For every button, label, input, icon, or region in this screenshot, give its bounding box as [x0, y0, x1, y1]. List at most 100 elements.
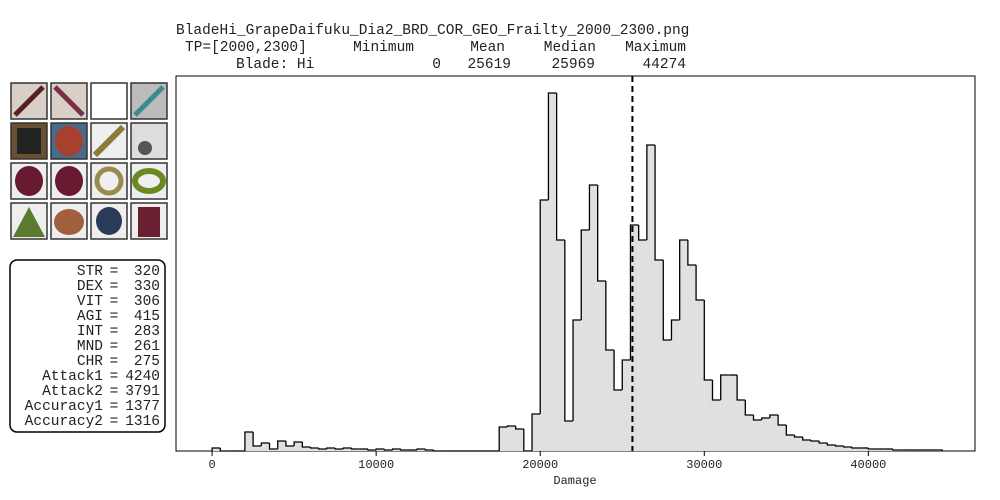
stat-value: 330 — [134, 279, 160, 295]
histogram-bar — [720, 375, 729, 451]
x-tick-label: 30000 — [686, 458, 722, 472]
histogram-bar — [269, 449, 278, 451]
histogram-outline — [498, 426, 508, 451]
histogram-bar — [261, 443, 270, 451]
x-tick-label: 20000 — [522, 458, 558, 472]
stat-separator: = — [110, 279, 119, 295]
histogram-bar — [851, 448, 861, 451]
stat-separator: = — [110, 339, 119, 355]
histogram-bar — [778, 425, 787, 451]
histogram-outline — [654, 145, 664, 261]
histogram-bar — [294, 442, 303, 451]
summary-column: Minimum — [353, 40, 414, 56]
histogram-bar — [359, 449, 368, 451]
histogram-outline — [309, 447, 319, 449]
histogram-outline — [761, 417, 770, 420]
histogram-bar — [277, 441, 286, 451]
summary-row-label: Blade: Hi — [236, 57, 314, 73]
histogram-outline — [350, 448, 360, 450]
stat-separator: = — [110, 324, 119, 340]
histogram-outline — [219, 448, 229, 452]
histogram-outline — [375, 448, 385, 450]
histogram-bar — [794, 437, 803, 451]
histogram-bar — [728, 375, 738, 451]
stat-value: 4240 — [125, 369, 160, 385]
histogram-bar — [671, 320, 680, 451]
histogram-outline — [547, 92, 557, 200]
histogram-outline — [793, 435, 803, 438]
histogram-outline — [211, 447, 221, 451]
stat-value: 283 — [134, 324, 160, 340]
histogram-bar — [786, 435, 795, 451]
histogram-outline — [277, 440, 286, 449]
histogram-bar — [868, 449, 877, 451]
stat-label: STR — [77, 264, 103, 280]
stat-label: Attack1 — [42, 369, 103, 385]
histogram-bar — [827, 445, 836, 451]
histogram-outline — [933, 449, 943, 451]
histogram-outline — [588, 184, 598, 230]
histogram-bar — [548, 93, 557, 451]
stat-label: Accuracy1 — [25, 399, 103, 415]
histogram-bar — [417, 449, 426, 451]
histogram-bar — [573, 320, 582, 451]
histogram-outline — [367, 449, 377, 451]
histogram-outline — [301, 442, 311, 448]
histogram-bar — [696, 300, 705, 451]
histogram-bar — [614, 390, 623, 451]
histogram-bar — [843, 447, 852, 451]
histogram-outline — [334, 448, 344, 450]
histogram-outline — [670, 319, 680, 340]
histogram-bar — [532, 414, 541, 451]
histogram-outline — [785, 425, 795, 436]
histogram-bar — [253, 446, 262, 451]
stat-value: 306 — [134, 294, 160, 310]
summary-header: TP=[2000,2300] — [185, 40, 307, 56]
histogram-outline — [826, 443, 836, 446]
histogram-bar — [540, 200, 549, 451]
histogram-outline — [564, 240, 574, 422]
stat-value: 1316 — [125, 414, 160, 430]
histogram-bar — [737, 400, 746, 451]
histogram-outline — [539, 199, 549, 414]
histogram-bar — [326, 448, 336, 451]
stat-separator: = — [110, 309, 119, 325]
histogram-bar — [310, 448, 319, 451]
histogram-bar — [860, 448, 869, 451]
histogram-bar — [769, 415, 779, 451]
stat-value: 261 — [134, 339, 160, 355]
stat-separator: = — [110, 369, 119, 385]
summary-value: 25969 — [551, 57, 595, 73]
stat-label: Attack2 — [42, 384, 103, 400]
histogram-bar — [761, 418, 770, 451]
stat-separator: = — [110, 354, 119, 370]
histogram-outline — [892, 449, 902, 451]
histogram-outline — [416, 448, 426, 450]
histogram-outline — [523, 429, 533, 452]
histogram-outline — [260, 442, 270, 446]
stat-separator: = — [110, 294, 119, 310]
histogram-outline — [252, 432, 262, 447]
histogram-bar — [655, 260, 664, 451]
histogram-outline — [326, 447, 336, 449]
summary-value: 25619 — [467, 57, 511, 73]
stat-separator: = — [110, 414, 119, 430]
histogram-bar — [244, 432, 254, 451]
histogram-outline — [867, 448, 877, 450]
histogram-bar — [646, 145, 656, 451]
histogram-bar — [687, 265, 697, 451]
summary-value: 44274 — [642, 57, 686, 73]
histogram-outline — [703, 300, 713, 381]
histogram-outline — [744, 400, 754, 416]
equipment-grid — [10, 82, 168, 240]
histogram-outline — [383, 449, 393, 451]
histogram-bar — [679, 240, 688, 451]
histogram-outline — [769, 414, 779, 418]
histogram-bar — [581, 230, 590, 451]
stat-value: 3791 — [125, 384, 160, 400]
stats-box — [9, 259, 166, 433]
histogram-bar — [556, 240, 565, 451]
histogram-outline — [662, 260, 672, 341]
histogram-bar — [589, 185, 598, 451]
summary-column: Mean — [470, 40, 505, 56]
